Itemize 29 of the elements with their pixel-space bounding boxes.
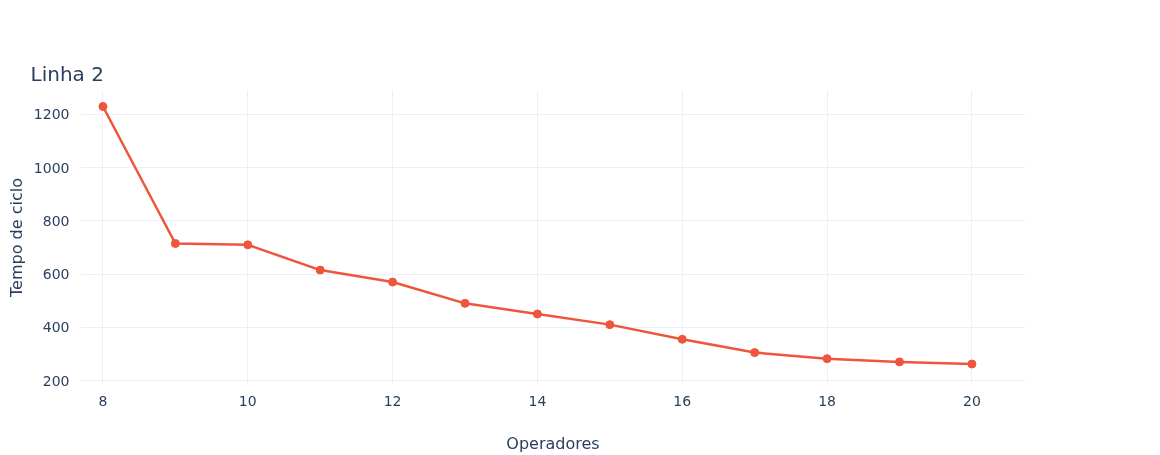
point [895,357,904,367]
point [605,320,615,330]
point [750,348,760,358]
point [315,265,325,275]
y-tick-label: 200 [42,372,70,389]
point [677,334,687,344]
x-axis-title: Operadores [506,433,600,453]
point [170,238,180,248]
x-tick-label: 20 [963,392,981,409]
x-tick-label: 12 [383,392,402,409]
point [98,101,108,111]
y-tick-label: 400 [42,319,70,336]
x-tick-label: 14 [528,392,547,409]
point [388,277,398,287]
y-tick-label: 1000 [33,159,70,176]
y-tick-label: 1200 [33,106,70,123]
point [460,298,470,308]
y-tick-label: 600 [42,266,70,283]
x-tick-label: 18 [818,392,837,409]
point [967,359,977,369]
point [532,309,542,319]
point [822,354,832,364]
y-axis-title: Tempo de ciclo [6,178,26,298]
point [243,240,253,250]
x-tick-label: 10 [238,392,257,409]
y-tick-label: 800 [42,212,70,229]
chart-title: Linha 2 [30,61,104,86]
x-tick-label: 16 [673,392,692,409]
x-tick-label: 8 [98,392,108,409]
